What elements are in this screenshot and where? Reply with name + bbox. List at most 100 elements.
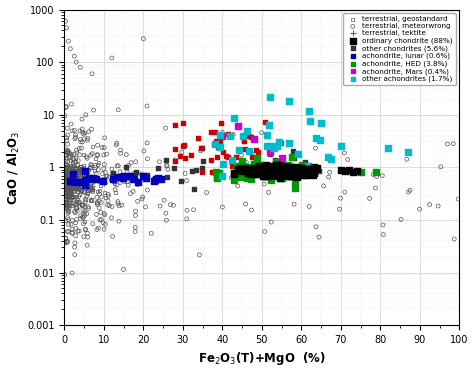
terrestrial, geostandard xyxy=(78,166,86,172)
achondrite, HED (3.8%) xyxy=(257,162,265,168)
terrestrial, tektite xyxy=(81,173,88,179)
other achondrites (1.7%) xyxy=(305,163,312,169)
ordinary chondrite (88%) xyxy=(272,166,279,172)
terrestrial, geostandard xyxy=(63,172,71,178)
terrestrial, geostandard xyxy=(70,181,78,187)
terrestrial, meteorwrong xyxy=(64,125,71,131)
achondrite, HED (3.8%) xyxy=(242,173,249,179)
Point xyxy=(180,143,187,149)
terrestrial, meteorwrong xyxy=(61,148,69,154)
terrestrial, geostandard xyxy=(64,184,72,190)
other chondrites (5.6%) xyxy=(131,174,138,180)
Point xyxy=(171,158,179,164)
terrestrial, meteorwrong xyxy=(74,184,82,189)
ordinary chondrite (88%) xyxy=(279,166,287,172)
ordinary chondrite (88%) xyxy=(286,170,293,176)
terrestrial, meteorwrong xyxy=(112,142,120,148)
ordinary chondrite (88%) xyxy=(273,169,280,175)
terrestrial, geostandard xyxy=(69,171,77,177)
other achondrites (1.7%) xyxy=(227,134,234,140)
ordinary chondrite (88%) xyxy=(288,168,296,174)
terrestrial, meteorwrong xyxy=(132,208,139,214)
terrestrial, geostandard xyxy=(66,192,73,198)
achondrite, HED (3.8%) xyxy=(277,162,285,168)
Point xyxy=(211,129,219,135)
terrestrial, geostandard xyxy=(71,169,78,175)
terrestrial, meteorwrong xyxy=(73,150,81,156)
terrestrial, meteorwrong xyxy=(85,183,93,189)
ordinary chondrite (88%) xyxy=(271,168,278,174)
terrestrial, meteorwrong xyxy=(70,151,78,157)
ordinary chondrite (88%) xyxy=(281,168,289,174)
terrestrial, meteorwrong xyxy=(150,176,157,182)
terrestrial, meteorwrong xyxy=(73,217,81,223)
ordinary chondrite (88%) xyxy=(256,168,264,174)
ordinary chondrite (88%) xyxy=(269,170,276,176)
ordinary chondrite (88%) xyxy=(264,166,272,172)
terrestrial, meteorwrong xyxy=(73,197,81,203)
terrestrial, meteorwrong xyxy=(290,201,298,207)
terrestrial, meteorwrong xyxy=(66,165,73,171)
terrestrial, meteorwrong xyxy=(131,225,139,231)
terrestrial, meteorwrong xyxy=(196,252,203,258)
ordinary chondrite (88%) xyxy=(301,168,308,174)
terrestrial, geostandard xyxy=(71,176,79,182)
ordinary chondrite (88%) xyxy=(261,169,268,175)
other chondrites (5.6%) xyxy=(188,168,196,174)
terrestrial, geostandard xyxy=(62,170,69,176)
ordinary chondrite (88%) xyxy=(263,167,270,173)
terrestrial, meteorwrong xyxy=(63,25,70,31)
terrestrial, geostandard xyxy=(65,196,73,202)
terrestrial, meteorwrong xyxy=(75,228,83,234)
terrestrial, meteorwrong xyxy=(111,187,119,193)
Point xyxy=(263,134,271,140)
terrestrial, geostandard xyxy=(66,170,73,176)
ordinary chondrite (88%) xyxy=(281,168,288,174)
ordinary chondrite (88%) xyxy=(306,167,314,173)
terrestrial, meteorwrong xyxy=(305,203,313,209)
ordinary chondrite (88%) xyxy=(283,165,291,171)
terrestrial, geostandard xyxy=(62,177,70,183)
terrestrial, geostandard xyxy=(66,182,73,188)
terrestrial, geostandard xyxy=(64,170,72,176)
achondrite, HED (3.8%) xyxy=(282,167,289,173)
ordinary chondrite (88%) xyxy=(276,173,284,179)
ordinary chondrite (88%) xyxy=(282,170,289,176)
achondrite, lunar (0.6%) xyxy=(69,170,76,176)
terrestrial, meteorwrong xyxy=(64,38,72,44)
ordinary chondrite (88%) xyxy=(283,169,291,175)
terrestrial, meteorwrong xyxy=(63,178,71,184)
terrestrial, geostandard xyxy=(62,172,69,178)
ordinary chondrite (88%) xyxy=(286,168,294,174)
Point xyxy=(225,131,232,137)
achondrite, lunar (0.6%) xyxy=(153,176,160,182)
terrestrial, geostandard xyxy=(62,182,69,188)
other chondrites (5.6%) xyxy=(239,173,247,179)
terrestrial, meteorwrong xyxy=(92,164,100,170)
ordinary chondrite (88%) xyxy=(281,169,289,175)
terrestrial, geostandard xyxy=(84,188,92,194)
terrestrial, meteorwrong xyxy=(65,188,73,194)
terrestrial, meteorwrong xyxy=(138,196,146,202)
achondrite, Mars (0.4%) xyxy=(234,123,242,129)
ordinary chondrite (88%) xyxy=(286,170,293,176)
Point xyxy=(240,138,248,144)
terrestrial, meteorwrong xyxy=(137,171,145,177)
ordinary chondrite (88%) xyxy=(275,167,283,173)
terrestrial, meteorwrong xyxy=(70,176,77,182)
terrestrial, meteorwrong xyxy=(450,236,458,242)
ordinary chondrite (88%) xyxy=(253,167,260,173)
terrestrial, meteorwrong xyxy=(64,228,71,234)
terrestrial, tektite xyxy=(76,178,84,184)
terrestrial, meteorwrong xyxy=(80,234,88,240)
achondrite, lunar (0.6%) xyxy=(139,173,147,179)
terrestrial, geostandard xyxy=(82,172,90,178)
terrestrial, meteorwrong xyxy=(64,239,71,245)
ordinary chondrite (88%) xyxy=(272,172,279,178)
achondrite, HED (3.8%) xyxy=(258,170,266,176)
terrestrial, meteorwrong xyxy=(68,170,75,176)
terrestrial, meteorwrong xyxy=(70,175,77,181)
terrestrial, meteorwrong xyxy=(94,142,101,148)
ordinary chondrite (88%) xyxy=(303,167,311,173)
terrestrial, meteorwrong xyxy=(64,206,71,211)
